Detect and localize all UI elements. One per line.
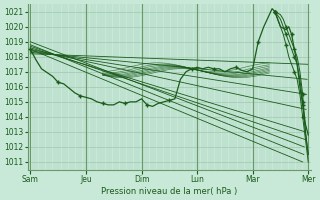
X-axis label: Pression niveau de la mer( hPa ): Pression niveau de la mer( hPa ) (101, 187, 237, 196)
